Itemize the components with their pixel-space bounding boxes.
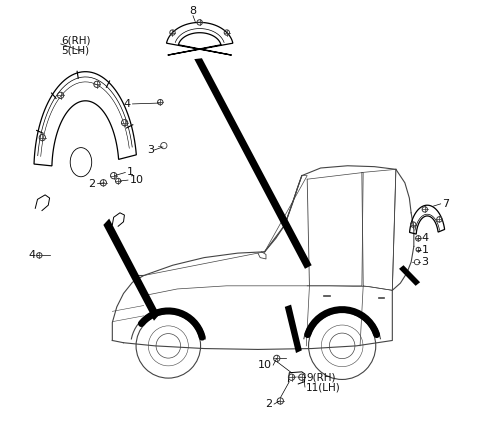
Text: 3: 3 — [147, 145, 154, 155]
Polygon shape — [194, 58, 312, 269]
Text: 3: 3 — [421, 257, 429, 267]
Text: 9(RH): 9(RH) — [306, 372, 336, 382]
Text: 1: 1 — [127, 168, 134, 177]
Text: 4: 4 — [28, 250, 35, 260]
Polygon shape — [285, 305, 302, 353]
Text: 1: 1 — [421, 245, 429, 254]
Text: 11(LH): 11(LH) — [306, 382, 341, 392]
Text: 4: 4 — [123, 99, 131, 109]
Polygon shape — [103, 219, 159, 321]
Text: 6(RH): 6(RH) — [61, 35, 90, 45]
Text: 7: 7 — [442, 199, 449, 209]
Text: 4: 4 — [421, 233, 429, 243]
Text: 8: 8 — [190, 6, 196, 16]
Text: 2: 2 — [265, 399, 272, 409]
Text: 10: 10 — [130, 175, 144, 185]
Text: 2: 2 — [89, 179, 96, 189]
Text: 5(LH): 5(LH) — [61, 45, 89, 55]
Polygon shape — [399, 265, 420, 286]
Text: 10: 10 — [257, 360, 271, 370]
